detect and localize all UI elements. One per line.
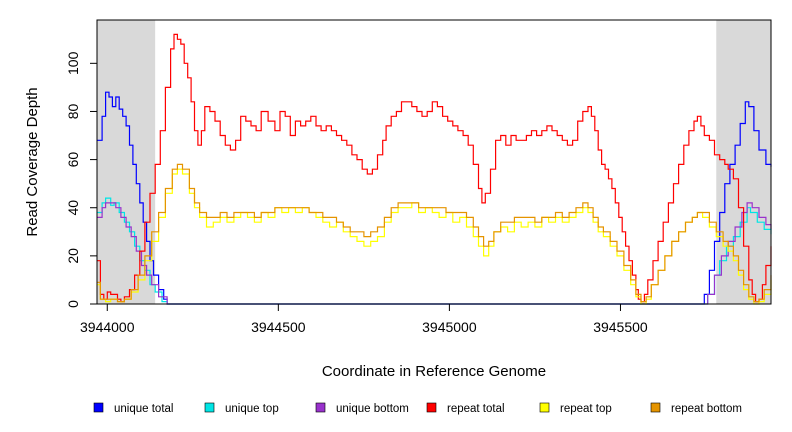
y-tick-label: 0 [65, 300, 81, 308]
legend-item-repeat-total: repeat total [426, 402, 505, 415]
y-tick-label: 80 [65, 103, 81, 119]
series-line-unique-top [97, 197, 772, 305]
legend-swatch [93, 402, 104, 413]
legend-swatch [426, 402, 437, 413]
legend-label: repeat bottom [671, 403, 742, 415]
legend-swatch [204, 402, 215, 413]
y-tick-label: 40 [65, 200, 81, 216]
legend-label: repeat top [560, 403, 612, 415]
x-axis: 3944000 3944500 3945000 3945500 [80, 303, 648, 335]
y-tick-label: 20 [65, 248, 81, 264]
legend-item-unique-bottom: unique bottom [315, 402, 409, 415]
y-tick-label: 60 [65, 152, 81, 168]
legend-item-unique-top: unique top [204, 402, 279, 415]
legend-label: unique top [225, 403, 279, 415]
x-tick-label: 3944000 [80, 319, 135, 335]
legend-label: unique total [114, 403, 173, 415]
series-line-unique-bottom [97, 202, 772, 305]
legend-swatch [539, 402, 550, 413]
series-line-repeat-total [97, 33, 772, 303]
y-axis: 0 20 40 60 80 100 [65, 51, 98, 308]
legend-swatch [315, 402, 326, 413]
series-line-repeat-top [97, 168, 772, 305]
shaded-region-0 [97, 20, 156, 304]
x-tick-label: 3945000 [422, 319, 477, 335]
series-lines [97, 33, 772, 305]
legend-label: unique bottom [336, 403, 409, 415]
y-axis-title: Read Coverage Depth [24, 87, 41, 236]
legend: unique total unique top unique bottom repea… [93, 402, 742, 415]
shaded-regions [97, 20, 771, 304]
legend-item-repeat-bottom: repeat bottom [650, 402, 742, 415]
legend-item-unique-total: unique total [93, 402, 173, 415]
y-tick-label: 100 [65, 51, 81, 75]
legend-label: repeat total [447, 403, 505, 415]
legend-swatch [650, 402, 661, 413]
plot-frame [96, 19, 772, 305]
x-axis-title: Coordinate in Reference Genome [322, 363, 546, 380]
series-line-repeat-bottom [97, 163, 772, 303]
legend-item-repeat-top: repeat top [539, 402, 612, 415]
series-line-unique-total [97, 91, 772, 305]
x-tick-label: 3944500 [251, 319, 306, 335]
x-tick-label: 3945500 [593, 319, 648, 335]
